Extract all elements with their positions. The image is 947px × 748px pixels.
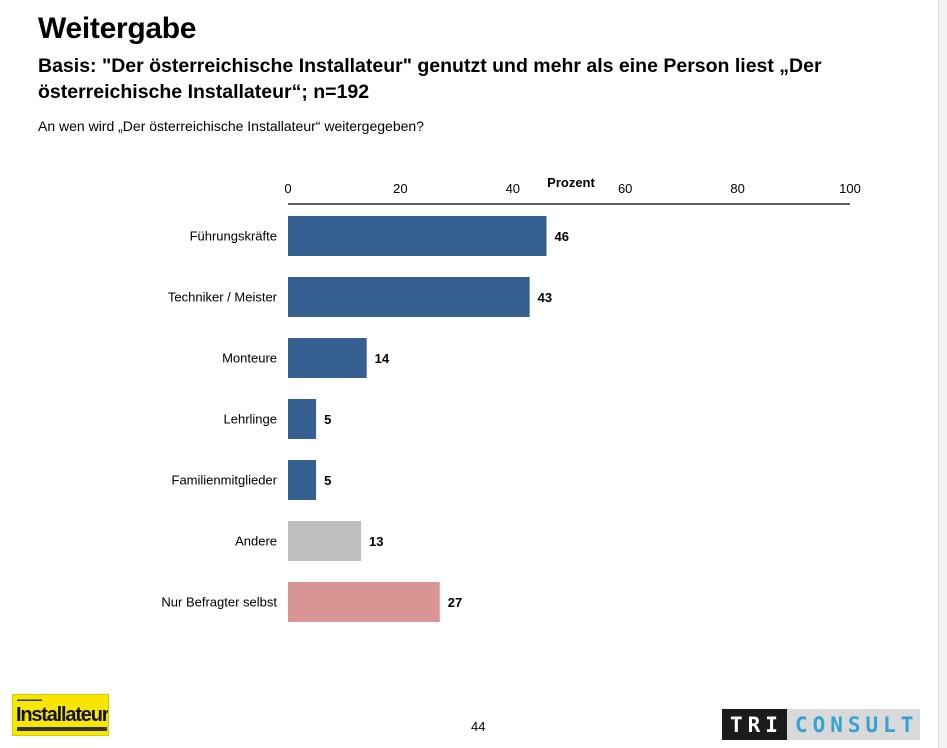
data-label: 14 [375, 351, 390, 366]
data-label: 5 [324, 473, 331, 488]
logo-tagline-bar [17, 727, 107, 731]
category-label: Lehrlinge [224, 412, 278, 427]
x-axis-title: Prozent [547, 175, 595, 190]
data-label: 13 [369, 534, 383, 549]
x-tick-label: 80 [730, 181, 744, 196]
x-tick-label: 0 [284, 181, 291, 196]
x-tick-label: 60 [618, 181, 632, 196]
logo-tri-part: TRI [722, 709, 787, 740]
bar [288, 460, 317, 500]
logo-wordmark: Installateur [16, 704, 109, 726]
logo-small-print-icon: ▬▬▬▬▬ [17, 697, 42, 703]
installateur-logo: ▬▬▬▬▬ Installateur [12, 694, 109, 736]
triconsult-logo: TRI CONSULT [722, 709, 921, 740]
x-tick-label: 100 [839, 181, 861, 196]
x-tick-label: 40 [506, 181, 520, 196]
data-label: 43 [538, 290, 552, 305]
survey-question: An wen wird „Der österreichische Install… [38, 118, 424, 134]
category-label: Familienmitglieder [172, 473, 278, 488]
page-number: 44 [471, 719, 486, 734]
category-label: Techniker / Meister [168, 290, 278, 305]
x-tick-label: 20 [393, 181, 407, 196]
category-label: Führungskräfte [190, 229, 277, 244]
bar [288, 521, 362, 561]
category-label: Monteure [222, 351, 277, 366]
category-label: Nur Befragter selbst [161, 595, 277, 610]
window-frame-edge [938, 0, 947, 748]
page-subtitle: Basis: "Der österreichische Installateur… [38, 55, 822, 103]
bar [288, 338, 367, 378]
logo-consult-part: CONSULT [786, 709, 921, 740]
data-label: 5 [324, 412, 331, 427]
bar [288, 582, 440, 622]
data-label: 27 [448, 595, 462, 610]
bar [288, 399, 317, 439]
bar [288, 277, 530, 317]
data-label: 46 [555, 229, 569, 244]
page-title: Weitergabe [38, 12, 197, 45]
category-label: Andere [235, 534, 277, 549]
bar [288, 216, 547, 256]
